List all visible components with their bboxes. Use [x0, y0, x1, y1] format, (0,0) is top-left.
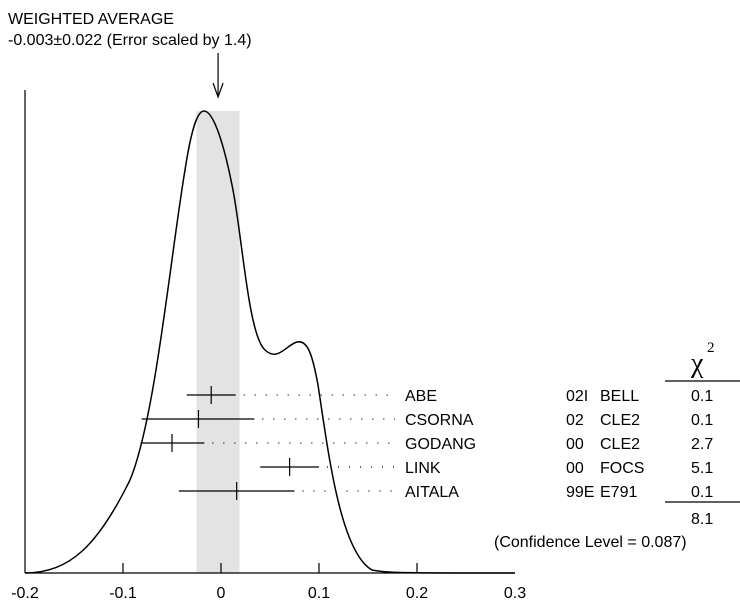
- measurement-row: CSORNA 02 CLE2 0.1: [141, 410, 713, 429]
- measurement-chi2: 2.7: [691, 436, 713, 453]
- measurement-year: 00: [566, 460, 584, 477]
- measurement-chi2: 5.1: [691, 460, 713, 477]
- measurement-year: 02I: [566, 388, 588, 405]
- x-tick-label: 0: [217, 585, 226, 602]
- measurement-experiment: BELL: [600, 388, 639, 405]
- measurement-year: 99E: [566, 484, 594, 501]
- measurement-name: AITALA: [405, 484, 459, 501]
- chart-title: WEIGHTED AVERAGE: [8, 11, 174, 28]
- measurement-chi2: 0.1: [691, 388, 713, 405]
- measurement-experiment: FOCS: [600, 460, 644, 477]
- measurement-row: LINK 00 FOCS 5.1: [260, 458, 713, 477]
- x-tick-label: -0.1: [109, 585, 137, 602]
- measurement-experiment: CLE2: [600, 412, 640, 429]
- weighted-average-arrow: [212, 53, 224, 99]
- x-tick-label: 0.3: [504, 585, 526, 602]
- chi2-exponent: 2: [707, 340, 715, 356]
- measurement-row: GODANG 00 CLE2 2.7: [140, 434, 713, 453]
- x-axis-ticks: -0.2 -0.1 0 0.1 0.2 0.3: [11, 563, 526, 602]
- weighted-average-value: -0.003±0.022 (Error scaled by 1.4): [8, 32, 252, 49]
- measurement-chi2: 0.1: [691, 484, 713, 501]
- measurement-name: GODANG: [405, 436, 476, 453]
- measurement-name: ABE: [405, 388, 437, 405]
- chi2-total: 8.1: [691, 511, 713, 528]
- x-tick-label: 0.1: [308, 585, 330, 602]
- measurement-year: 00: [566, 436, 584, 453]
- measurement-chi2: 0.1: [691, 412, 713, 429]
- measurement-name: LINK: [405, 460, 441, 477]
- measurement-row: AITALA 99E E791 0.1: [178, 482, 713, 501]
- measurement-year: 02: [566, 412, 584, 429]
- confidence-level: (Confidence Level = 0.087): [494, 534, 687, 551]
- measurement-experiment: E791: [600, 484, 637, 501]
- ideogram-curve: [24, 110, 516, 574]
- chi2-symbol: χ: [690, 348, 704, 379]
- measurement-name: CSORNA: [405, 412, 474, 429]
- x-tick-label: -0.2: [11, 585, 39, 602]
- x-tick-label: 0.2: [406, 585, 428, 602]
- measurements: ABE 02I BELL 0.1 CSORNA 02 CLE2 0.1 GODANG 00 CLE2…: [140, 386, 713, 501]
- measurement-row: ABE 02I BELL 0.1: [186, 386, 713, 405]
- measurement-experiment: CLE2: [600, 436, 640, 453]
- weighted-average-band: [196, 111, 240, 573]
